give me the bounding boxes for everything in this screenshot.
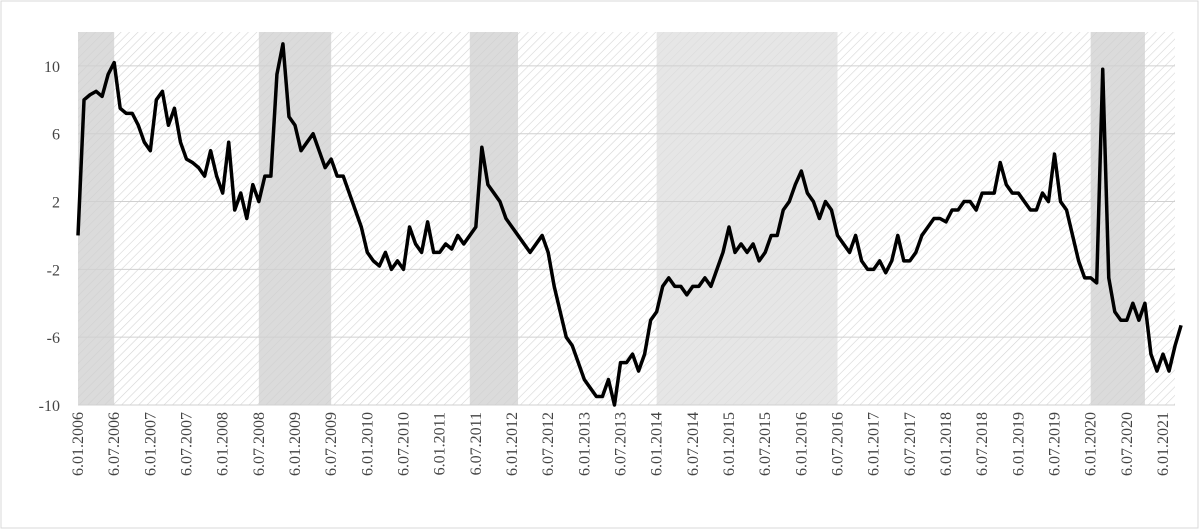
x-tick-label: 6.01.2006 — [70, 412, 87, 476]
x-tick-label: 6.01.2011 — [432, 412, 449, 475]
x-tick-label: 6.01.2007 — [142, 412, 159, 476]
x-tick-label: 6.01.2021 — [1155, 412, 1172, 476]
plot-background — [78, 32, 1175, 405]
y-tick-label: -2 — [47, 262, 60, 279]
y-tick-label: -10 — [39, 398, 60, 415]
x-tick-label: 6.01.2014 — [649, 412, 666, 476]
x-tick-label: 6.07.2007 — [179, 412, 196, 476]
shaded-range — [656, 32, 838, 405]
x-tick-label: 6.07.2019 — [1047, 412, 1064, 476]
x-tick-label: 6.01.2020 — [1083, 412, 1100, 476]
x-tick-label: 6.01.2019 — [1010, 412, 1027, 476]
y-tick-label: 6 — [52, 127, 60, 144]
x-tick-label: 6.07.2020 — [1119, 412, 1136, 476]
x-tick-label: 6.07.2016 — [830, 412, 847, 476]
x-tick-label: 6.07.2014 — [685, 412, 702, 476]
x-tick-label: 6.01.2015 — [721, 412, 738, 476]
x-tick-label: 6.07.2010 — [396, 412, 413, 476]
x-tick-label: 6.01.2010 — [359, 412, 376, 476]
y-tick-label: 2 — [52, 195, 60, 212]
x-tick-label: 6.07.2018 — [974, 412, 991, 476]
x-tick-label: 6.07.2017 — [902, 412, 919, 476]
x-tick-label: 6.01.2013 — [576, 412, 593, 476]
x-tick-label: 6.07.2011 — [468, 412, 485, 475]
data-line — [76, 42, 1183, 407]
shaded-range — [258, 32, 332, 405]
x-tick-label: 6.07.2009 — [323, 412, 340, 476]
y-tick-label: -6 — [47, 330, 60, 347]
shaded-range — [78, 32, 115, 405]
x-tick-label: 6.07.2012 — [540, 412, 557, 476]
x-tick-label: 6.01.2017 — [866, 412, 883, 476]
x-tick-label: 6.07.2006 — [106, 412, 123, 476]
y-tick-label: 10 — [44, 59, 60, 76]
x-tick-label: 6.01.2012 — [504, 412, 521, 476]
x-tick-label: 6.01.2016 — [793, 412, 810, 476]
x-tick-label: 6.01.2009 — [287, 412, 304, 476]
x-tick-label: 6.01.2018 — [938, 412, 955, 476]
x-tick-label: 6.07.2013 — [613, 412, 630, 476]
x-tick-label: 6.07.2008 — [251, 412, 268, 476]
x-tick-label: 6.01.2008 — [215, 412, 232, 476]
x-tick-label: 6.07.2015 — [757, 412, 774, 476]
